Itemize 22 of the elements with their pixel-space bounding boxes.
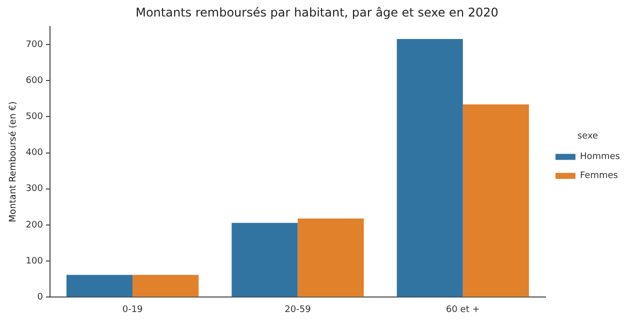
y-tick-label: 400 [26,148,44,158]
chart-title: Montants remboursés par habitant, par âge et sexe en 2020 [136,5,498,20]
y-tick-label: 100 [26,256,44,266]
legend-label: Femmes [580,171,618,182]
bar [396,39,463,297]
x-tick-label: 20-59 [284,304,312,315]
y-tick-label: 700 [26,40,44,50]
legend-title: sexe [577,131,599,142]
bar [298,218,364,297]
bar [232,222,298,297]
y-axis-title: Montant Remboursé (en €) [8,101,19,222]
bar [462,104,529,297]
bar [132,274,199,297]
y-tick-label: 0 [37,292,44,303]
x-tick-label: 0-19 [122,304,144,315]
y-tick-label: 300 [26,184,44,194]
y-tick-label: 500 [26,112,44,122]
bar [66,274,133,297]
y-tick-label: 200 [26,220,44,230]
y-tick-label: 600 [26,76,44,86]
legend-label: Hommes [580,152,620,162]
x-tick-label: 60 et + [446,304,480,315]
